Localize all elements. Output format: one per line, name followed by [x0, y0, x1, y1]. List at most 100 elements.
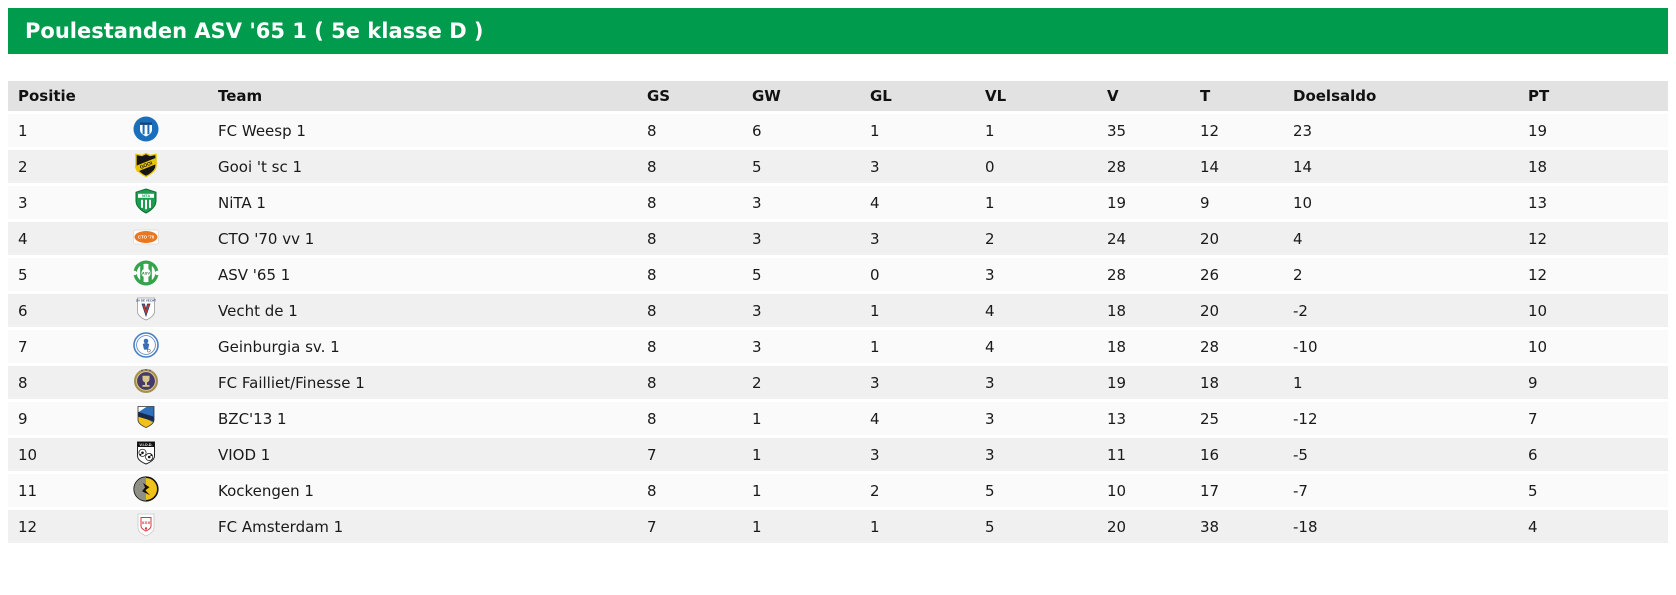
cell-v: 24	[1099, 220, 1192, 258]
svg-text:GOOI: GOOI	[139, 160, 154, 171]
svg-text:ASV: ASV	[142, 270, 151, 275]
cell-gl: 0	[862, 256, 977, 294]
cell-t: 26	[1192, 256, 1285, 294]
cell-gw: 3	[744, 220, 862, 258]
column-header-v: V	[1099, 81, 1192, 114]
cell-pt: 10	[1520, 328, 1668, 366]
cell-gl: 4	[862, 400, 977, 438]
column-header-logo	[132, 81, 210, 114]
cell-gs: 8	[639, 292, 744, 330]
cell-gl: 3	[862, 148, 977, 186]
cell-gs: 8	[639, 256, 744, 294]
cell-doelsaldo: 10	[1285, 184, 1520, 222]
table-row: 5 ASV ASV '65 1 8 5 0 3 28 26 2 12	[8, 256, 1668, 294]
cell-positie: 12	[8, 508, 132, 546]
column-header-gw: GW	[744, 81, 862, 114]
cell-positie: 10	[8, 436, 132, 474]
svg-text:SV DE VECHT: SV DE VECHT	[136, 298, 156, 302]
cell-pt: 10	[1520, 292, 1668, 330]
asv-65-logo-icon: ASV	[132, 259, 160, 287]
table-row: 10 V.I.O.D. VIOD 1 7 1 3 3 11 16 -5 6	[8, 436, 1668, 474]
cell-doelsaldo: 14	[1285, 148, 1520, 186]
cell-positie: 11	[8, 472, 132, 510]
cell-gs: 7	[639, 508, 744, 546]
cell-t: 16	[1192, 436, 1285, 474]
svg-text:×××: ×××	[142, 520, 151, 526]
cell-positie: 4	[8, 220, 132, 258]
nita-logo-icon: NITA	[132, 187, 160, 215]
cell-logo	[132, 400, 210, 438]
cell-t: 28	[1192, 328, 1285, 366]
cell-gw: 5	[744, 148, 862, 186]
cell-vl: 5	[977, 472, 1099, 510]
fc-amsterdam-logo-icon: ×××	[132, 511, 160, 539]
cell-gs: 8	[639, 184, 744, 222]
cell-gs: 8	[639, 364, 744, 402]
cell-logo: SV DE VECHT	[132, 292, 210, 330]
cell-gw: 1	[744, 400, 862, 438]
cell-t: 17	[1192, 472, 1285, 510]
cell-team: FC Weesp 1	[210, 112, 639, 150]
cell-gl: 1	[862, 292, 977, 330]
cell-vl: 5	[977, 508, 1099, 546]
cell-gw: 6	[744, 112, 862, 150]
cell-team: VIOD 1	[210, 436, 639, 474]
column-header-positie: Positie	[8, 81, 132, 114]
cell-t: 25	[1192, 400, 1285, 438]
cell-doelsaldo: 1	[1285, 364, 1520, 402]
table-row: 9 BZC'13 1 8 1 4 3 13 25 -12 7	[8, 400, 1668, 438]
cell-t: 20	[1192, 220, 1285, 258]
page-title: Poulestanden ASV '65 1 ( 5e klasse D )	[25, 19, 484, 43]
cell-vl: 2	[977, 220, 1099, 258]
cell-positie: 7	[8, 328, 132, 366]
cell-v: 19	[1099, 364, 1192, 402]
table-row: 6 SV DE VECHT Vecht de 1 8 3 1 4 18 20 -…	[8, 292, 1668, 330]
cell-gs: 8	[639, 472, 744, 510]
cell-team: NiTA 1	[210, 184, 639, 222]
cell-doelsaldo: 2	[1285, 256, 1520, 294]
cell-vl: 1	[977, 184, 1099, 222]
cell-logo	[132, 328, 210, 366]
table-row: 11 Kockengen 1 8 1 2 5 10 17 -7 5	[8, 472, 1668, 510]
cell-gs: 8	[639, 148, 744, 186]
cell-team: Vecht de 1	[210, 292, 639, 330]
widget-title-bar: Poulestanden ASV '65 1 ( 5e klasse D )	[8, 8, 1668, 54]
cell-team: FC Amsterdam 1	[210, 508, 639, 546]
cell-vl: 3	[977, 400, 1099, 438]
cell-positie: 2	[8, 148, 132, 186]
cell-pt: 5	[1520, 472, 1668, 510]
table-row: 8 FC Failliet/Finesse 1 8 2 3 3 19 18 1 …	[8, 364, 1668, 402]
cto-70-logo-icon: CTO '70	[132, 223, 160, 251]
cell-logo: NITA	[132, 184, 210, 222]
cell-gw: 1	[744, 436, 862, 474]
column-header-gl: GL	[862, 81, 977, 114]
cell-pt: 4	[1520, 508, 1668, 546]
kockengen-logo-icon	[132, 475, 160, 503]
cell-gl: 1	[862, 508, 977, 546]
cell-pt: 13	[1520, 184, 1668, 222]
column-header-doelsaldo: Doelsaldo	[1285, 81, 1520, 114]
cell-gl: 3	[862, 436, 977, 474]
cell-team: FC Failliet/Finesse 1	[210, 364, 639, 402]
cell-gw: 2	[744, 364, 862, 402]
cell-vl: 3	[977, 256, 1099, 294]
cell-pt: 9	[1520, 364, 1668, 402]
cell-gs: 8	[639, 328, 744, 366]
cell-doelsaldo: -10	[1285, 328, 1520, 366]
table-row: 1 FC Weesp 1 8 6 1 1 35 12 23 19	[8, 112, 1668, 150]
cell-v: 35	[1099, 112, 1192, 150]
cell-vl: 0	[977, 148, 1099, 186]
cell-doelsaldo: -12	[1285, 400, 1520, 438]
cell-gw: 3	[744, 184, 862, 222]
cell-doelsaldo: -18	[1285, 508, 1520, 546]
standings-tbody: 1 FC Weesp 1 8 6 1 1 35 12 23 19 2 GOOI …	[8, 112, 1668, 546]
cell-positie: 3	[8, 184, 132, 222]
cell-v: 19	[1099, 184, 1192, 222]
cell-pt: 12	[1520, 220, 1668, 258]
cell-gl: 4	[862, 184, 977, 222]
cell-positie: 5	[8, 256, 132, 294]
cell-t: 20	[1192, 292, 1285, 330]
svg-text:V.I.O.D.: V.I.O.D.	[139, 442, 152, 446]
cell-v: 11	[1099, 436, 1192, 474]
cell-gw: 5	[744, 256, 862, 294]
